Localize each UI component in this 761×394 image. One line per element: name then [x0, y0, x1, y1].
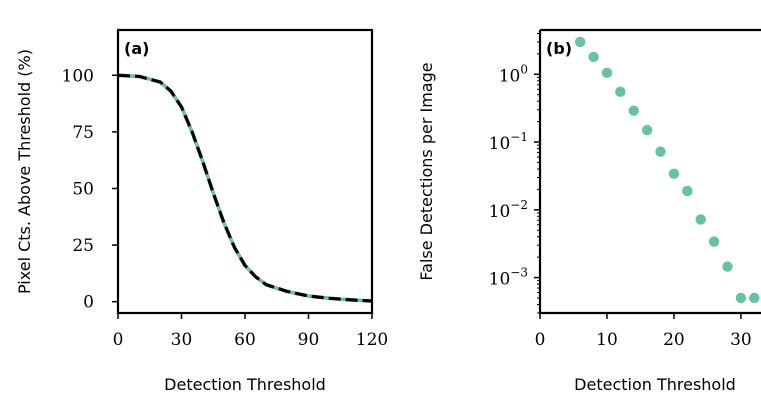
scatter-point [588, 51, 599, 63]
y-tick-label: 25 [72, 236, 94, 256]
scatter-point [682, 185, 693, 197]
panel-b-y-axis-label: False Detections per Image [417, 62, 436, 280]
panel-b-x-ticks: 0 10 20 30 [535, 313, 752, 350]
panel-b: 0 10 20 30 100 10−1 10−2 10−3 (b) Detection Th… [417, 28, 761, 394]
x-tick-label: 60 [234, 330, 256, 350]
x-tick-label: 20 [663, 330, 685, 350]
x-tick-label: 120 [356, 330, 388, 350]
y-tick-label: 10−2 [489, 198, 528, 222]
scatter-point [641, 124, 653, 136]
y-tick-label: 10−1 [489, 130, 528, 154]
scatter-point [615, 86, 626, 98]
x-tick-label: 10 [596, 330, 618, 350]
y-tick-label: 50 [72, 179, 94, 199]
panel-a-x-ticks: 0 30 60 90 120 [113, 313, 388, 350]
scatter-point [668, 168, 680, 179]
scatter-point [655, 146, 666, 157]
panel-a-frame [116, 28, 374, 315]
panel-b-y-ticks: 100 10−1 10−2 10−3 [489, 32, 540, 314]
y-tick-label: 10−3 [489, 266, 528, 290]
scatter-point [574, 36, 586, 48]
panel-b-plot-area [574, 36, 760, 304]
scatter-point [628, 105, 639, 116]
panel-b-label: (b) [546, 39, 572, 58]
series-line-dashed [117, 73, 373, 303]
scatter-point [601, 67, 613, 79]
panel-a-x-axis-label: Detection Threshold [164, 375, 326, 394]
scatter-point [735, 292, 747, 304]
y-tick-label: 0 [83, 293, 94, 313]
scatter-point [708, 236, 720, 247]
y-tick-label: 100 [499, 62, 528, 86]
x-tick-label: 30 [730, 330, 752, 350]
panel-a: 0 30 60 90 120 0 25 50 75 100 (a) Detection Thre… [15, 28, 388, 394]
x-tick-label: 90 [298, 330, 320, 350]
panel-a-label: (a) [124, 39, 149, 58]
scatter-point [722, 261, 733, 272]
scatter-point [695, 214, 706, 225]
y-tick-label: 100 [62, 66, 94, 86]
x-tick-label: 0 [113, 330, 124, 350]
x-tick-label: 0 [535, 330, 546, 350]
scatter-point [749, 292, 760, 304]
panel-b-frame [538, 28, 761, 315]
x-tick-label: 30 [171, 330, 193, 350]
panel-b-x-axis-label: Detection Threshold [574, 375, 736, 394]
panel-a-plot-area [117, 73, 373, 303]
y-tick-label: 75 [72, 123, 94, 143]
panel-a-y-axis-label: Pixel Cts. Above Threshold (%) [15, 49, 34, 294]
panel-a-y-ticks: 0 25 50 75 100 [62, 66, 118, 313]
